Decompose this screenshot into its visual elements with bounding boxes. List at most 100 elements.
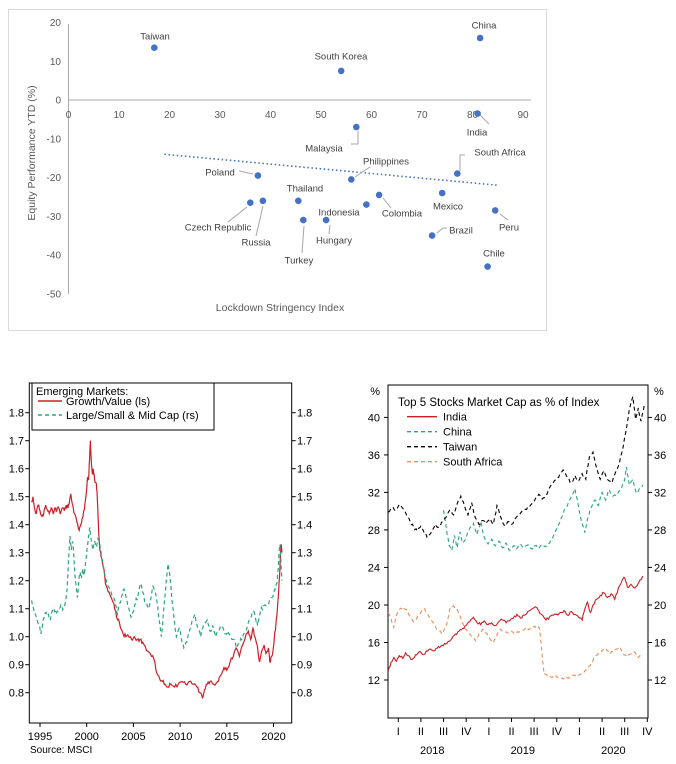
point-taiwan	[151, 44, 158, 51]
y-tick-label: -10	[47, 134, 62, 145]
point-label-india: India	[467, 128, 488, 139]
legend-label-taiwan: Taiwan	[443, 442, 477, 454]
top5-stocks-chart-panel: %% 12 12 16 16 20 20 24 24 28 28 32 32 36 36 40 40 I II III…	[340, 375, 676, 764]
plot-frame	[387, 384, 649, 719]
legend-label-large-small-mid-cap-rs: Large/Small & Mid Cap (rs)	[66, 410, 199, 422]
y-tick-label-left: 1.0	[9, 632, 24, 644]
y-tick-label-right: 20	[654, 600, 666, 612]
leader-colombia	[382, 197, 392, 209]
y-tick-label-left: 20	[368, 600, 380, 612]
leader-india	[479, 114, 490, 125]
y-tick-label-right: 0.9	[297, 660, 312, 672]
point-hungary	[322, 216, 330, 224]
y-tick-label-left: 36	[368, 450, 380, 462]
quarter-label: II	[508, 726, 514, 738]
y-tick-label-left: 0.8	[9, 688, 24, 700]
point-label-turkey: Turkey	[285, 256, 314, 267]
chart-border	[8, 9, 547, 331]
series-china	[443, 467, 644, 553]
y-tick-label-left: 16	[368, 637, 380, 649]
quarter-label: I	[487, 726, 490, 738]
em-ratio-chart: 0.8 0.8 0.9 0.9 1.0 1.0 1.1 1.1 1.2 1.2 1.3 1.3 1.4 1…	[9, 382, 312, 743]
y-tick-label-right: 1.3	[297, 548, 312, 560]
y-tick-label: 10	[50, 57, 62, 68]
leader-malaysia	[351, 131, 359, 145]
point-czech-republic	[247, 199, 254, 206]
year-label: 2018	[420, 745, 444, 757]
y-tick-label-right: 1.8	[297, 408, 312, 420]
point-china	[476, 34, 484, 42]
y-tick-label-right: 32	[654, 487, 666, 499]
y-tick-label-right: 28	[654, 525, 666, 537]
y-tick-label: 0	[55, 96, 61, 107]
point-label-mexico: Mexico	[433, 202, 463, 213]
point-south-africa	[454, 170, 461, 177]
quarter-label: II	[599, 726, 605, 738]
x-tick-label: 10	[113, 110, 125, 121]
point-label-thailand: Thailand	[287, 184, 323, 195]
point-mexico	[438, 189, 446, 197]
legend-label-growth-value-ls: Growth/Value (ls)	[66, 396, 150, 408]
y-tick-label-right: 36	[654, 450, 666, 462]
y-tick-label-left: 1.3	[9, 548, 24, 560]
scatter-chart-panel: 0 10 20 30 40 50 60 70 80 90 20 10 0 -10 -20 -30 -40 -50 L…	[8, 9, 547, 331]
x-tick-label: 2020	[261, 731, 285, 743]
y-tick-label: 20	[50, 18, 62, 29]
x-tick-label: 2010	[168, 731, 192, 743]
x-tick-label: 60	[366, 110, 378, 121]
y-tick-label: -50	[47, 289, 62, 300]
x-tick-label: 30	[214, 110, 226, 121]
em-ratio-chart-panel: 0.8 0.8 0.9 0.9 1.0 1.0 1.1 1.1 1.2 1.2 1.3 1.3 1.4 1…	[0, 375, 336, 764]
quarter-label: III	[530, 726, 539, 738]
quarter-label: IV	[642, 726, 653, 738]
quarter-label: IV	[461, 726, 472, 738]
x-tick-label: 40	[265, 110, 277, 121]
point-label-taiwan: Taiwan	[140, 32, 170, 43]
point-russia	[259, 197, 267, 205]
x-axis-title: Lockdown Stringency Index	[216, 302, 345, 314]
unit-label-left: %	[370, 386, 380, 398]
point-philippines	[348, 176, 355, 183]
legend-title: Emerging Markets:	[36, 386, 128, 398]
y-tick-label-right: 1.2	[297, 576, 312, 588]
x-tick-label: 2005	[121, 731, 145, 743]
point-label-philippines: Philippines	[363, 157, 409, 168]
y-tick-label-left: 28	[368, 525, 380, 537]
y-tick-label-left: 1.7	[9, 436, 24, 448]
quarter-label: IV	[552, 726, 563, 738]
y-tick-label-left: 24	[368, 562, 380, 574]
unit-label-right: %	[654, 386, 664, 398]
y-tick-label-left: 1.2	[9, 576, 24, 588]
point-label-peru: Peru	[499, 223, 519, 234]
x-tick-label: 2000	[74, 731, 98, 743]
point-label-hungary: Hungary	[316, 236, 352, 247]
quarter-label: II	[418, 726, 424, 738]
point-thailand	[295, 197, 302, 205]
trendline	[164, 153, 498, 187]
y-tick-label-right: 12	[654, 675, 666, 687]
point-label-colombia: Colombia	[382, 209, 423, 220]
y-tick-label-left: 40	[368, 412, 380, 424]
x-tick-label: 20	[164, 110, 176, 121]
y-tick-label-right: 0.8	[297, 688, 312, 700]
y-tick-label-right: 16	[654, 637, 666, 649]
series-india	[387, 575, 644, 671]
quarter-label: III	[620, 726, 629, 738]
x-tick-label: 50	[315, 110, 327, 121]
y-tick-label-left: 1.5	[9, 492, 24, 504]
point-chile	[484, 263, 491, 270]
legend-label-india: India	[443, 412, 468, 424]
y-tick-label-right: 24	[654, 562, 666, 574]
y-tick-label-right: 1.1	[297, 604, 312, 616]
leader-peru	[499, 213, 509, 221]
x-tick-label: 80	[467, 110, 479, 121]
leader-hungary	[328, 224, 331, 235]
leader-south-africa	[459, 154, 465, 171]
year-label: 2019	[511, 745, 535, 757]
leader-poland	[238, 170, 254, 175]
series-growth-value-ls	[31, 440, 283, 699]
y-tick-label-right: 1.5	[297, 492, 312, 504]
source-note: Source: MSCI	[30, 745, 93, 756]
